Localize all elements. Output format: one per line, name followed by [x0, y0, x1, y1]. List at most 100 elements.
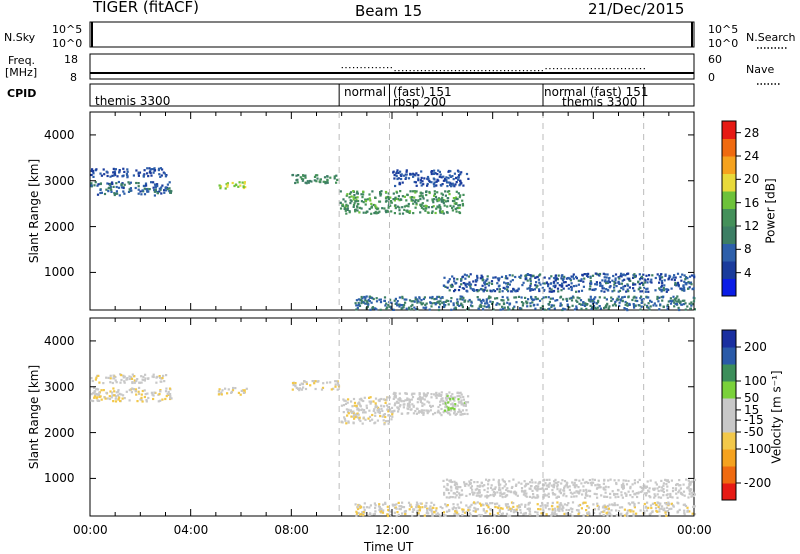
- nave-dot: [398, 70, 400, 72]
- velocity-echo-cell: [467, 506, 470, 509]
- power-echo-region-2: [90, 167, 168, 179]
- nave-dot: [428, 70, 430, 72]
- velocity-echo-cell: [445, 410, 448, 413]
- velocity-echo-cell: [666, 480, 669, 483]
- velocity-echo-cell: [675, 483, 678, 486]
- power-echo-cell: [126, 170, 129, 173]
- power-echo-cell: [589, 280, 592, 283]
- velocity-echo-cell: [459, 410, 463, 414]
- velocity-echo-cell: [463, 483, 466, 486]
- power-echo-cell: [591, 306, 594, 309]
- velocity-echo-cell: [462, 398, 465, 401]
- power-echo-cell: [676, 272, 680, 275]
- velocity-echo-cell: [304, 387, 308, 391]
- velocity-echo-cell: [373, 408, 376, 411]
- velocity-echo-cell: [383, 423, 386, 426]
- power-echo-cell: [459, 298, 462, 301]
- velocity-echo-cell: [356, 506, 359, 509]
- power-echo-cell: [371, 297, 374, 300]
- power-echo-cell: [387, 192, 390, 195]
- velocity-echo-cell: [135, 379, 138, 382]
- velocity-echo-cell: [398, 507, 401, 511]
- power-echo-cell: [550, 275, 553, 278]
- power-echo-cell: [242, 185, 245, 188]
- velocity-echo-cell: [512, 511, 515, 514]
- velocity-echo-cell: [628, 503, 632, 506]
- power-echo-cell: [674, 282, 677, 285]
- power-echo-cell: [502, 302, 506, 306]
- velocity-echo-cell: [136, 378, 139, 381]
- velocity-echo-cell: [449, 395, 452, 398]
- power-echo-cell: [411, 196, 414, 199]
- power-echo-cell: [158, 173, 161, 176]
- velocity-echo-cell: [435, 507, 438, 510]
- velocity-echo-cell: [610, 509, 613, 512]
- velocity-echo-cell: [96, 399, 99, 402]
- velocity-echo-cell: [593, 508, 597, 511]
- power-echo-cell: [422, 306, 425, 309]
- velocity-echo-cell: [112, 377, 115, 380]
- power-echo-cell: [407, 210, 410, 213]
- nave-dot: [375, 67, 377, 69]
- power-echo-cell: [603, 306, 606, 310]
- power-echo-cell: [411, 172, 415, 175]
- velocity-echo-cell: [584, 501, 587, 504]
- velocity-echo-cell: [507, 508, 510, 511]
- power-echo-cell: [449, 284, 452, 287]
- power-echo-cell: [483, 281, 486, 284]
- power-echo-cell: [118, 169, 121, 172]
- power-echo-cell: [116, 192, 119, 195]
- velocity-echo-cell: [573, 485, 576, 488]
- power-echo-cell: [392, 170, 395, 173]
- power-echo-cell: [562, 277, 565, 280]
- velocity-echo-cell: [620, 494, 623, 497]
- nave-dot: [353, 67, 355, 69]
- velocity-echo-cell: [421, 396, 424, 399]
- velocity-echo-cell: [603, 504, 606, 507]
- power-echo-cell: [159, 175, 162, 178]
- velocity-echo-cell: [361, 422, 364, 425]
- velocity-echo-cell: [380, 397, 383, 401]
- power-echo-cell: [459, 295, 462, 298]
- velocity-echo-cell: [575, 484, 578, 487]
- velocity-echo-cell: [557, 495, 560, 498]
- velocity-echo-cell: [428, 401, 431, 404]
- velocity-echo-cell: [410, 398, 413, 401]
- velocity-echo-cell: [510, 508, 513, 511]
- power-echo-cell: [454, 207, 457, 210]
- nave-dot: [485, 70, 487, 72]
- power-echo-cell: [553, 277, 556, 280]
- power-echo-cell: [613, 289, 616, 292]
- velocity-echo-cell: [670, 479, 673, 482]
- power-echo-cell: [358, 304, 362, 307]
- power-echo-cell: [440, 192, 443, 195]
- power-echo-cell: [324, 182, 327, 185]
- velocity-echo-cell: [169, 397, 172, 401]
- power-echo-cell: [604, 279, 607, 282]
- power-echo-cell: [354, 210, 357, 213]
- velocity-echo-cell: [218, 388, 221, 391]
- power-echo-cell: [110, 188, 113, 191]
- velocity-echo-cell: [534, 510, 537, 514]
- velocity-echo-cell: [591, 478, 594, 481]
- power-echo-cell: [633, 295, 636, 298]
- velocity-echo-cell: [565, 495, 568, 498]
- power-echo-cell: [556, 282, 559, 285]
- nave-dot: [541, 70, 543, 72]
- velocity-echo-cell: [556, 484, 559, 487]
- power-echo-cell: [400, 174, 403, 177]
- power-echo-cell: [443, 199, 446, 202]
- power-echo-cell: [458, 304, 461, 307]
- power-echo-cell: [447, 303, 450, 306]
- velocity-echo-cell: [693, 493, 696, 496]
- power-echo-cell: [461, 199, 464, 202]
- power-echo-cell: [430, 171, 433, 174]
- velocity-echo-cell: [425, 501, 428, 505]
- power-echo-cell: [352, 198, 355, 201]
- velocity-echo-cell: [398, 505, 401, 508]
- power-echo-cell: [449, 300, 452, 303]
- power-echo-cell: [362, 201, 365, 204]
- velocity-echo-cell: [384, 415, 387, 419]
- power-echo-cell: [572, 277, 575, 280]
- velocity-echo-cell: [543, 478, 546, 481]
